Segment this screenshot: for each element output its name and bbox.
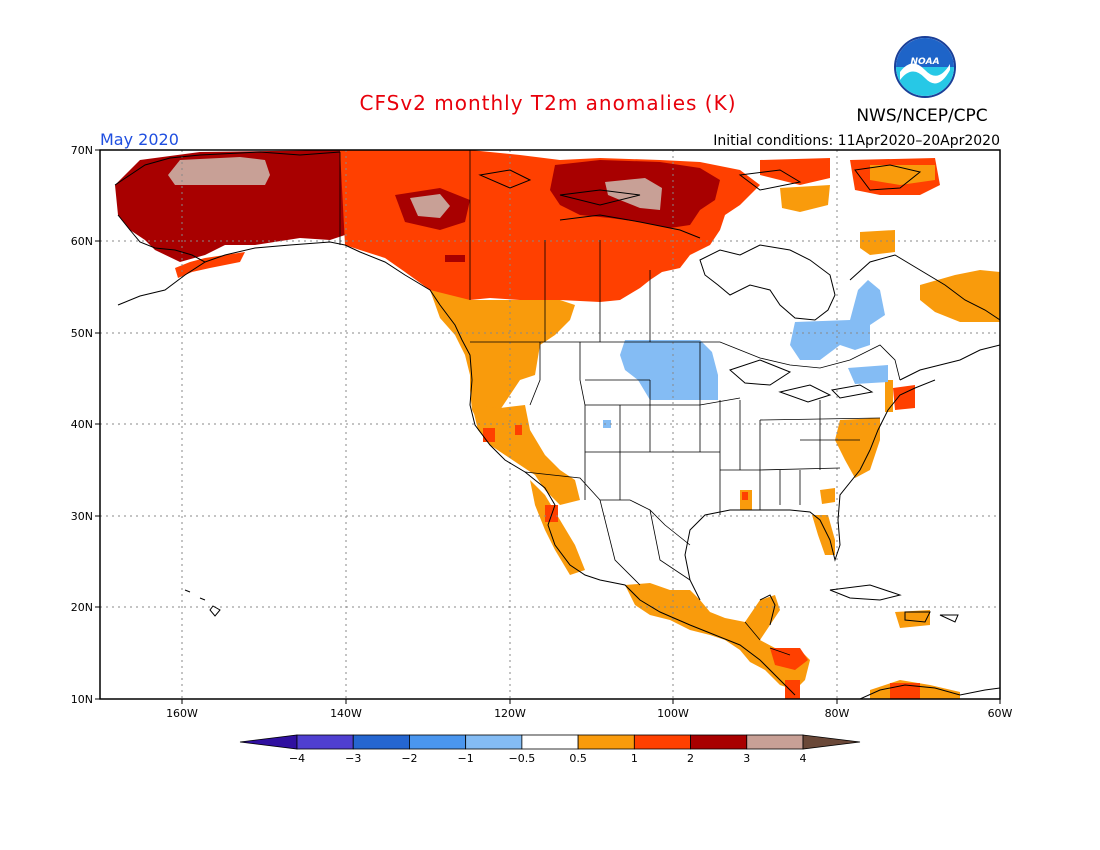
colorbar-cell <box>409 734 467 750</box>
colorbar-cell <box>352 734 410 750</box>
longitude-label: 60W <box>988 707 1013 720</box>
colorbar-tick-label: 2 <box>687 752 694 765</box>
agency-label: NWS/NCEP/CPC <box>856 106 987 126</box>
colorbar-tick-label: −4 <box>289 752 305 765</box>
colorbar-max-triangle <box>802 734 861 750</box>
latitude-label: 40N <box>71 418 93 431</box>
anomaly-region-mid-atlantic <box>835 418 880 478</box>
colorbar-tick-label: 3 <box>743 752 750 765</box>
colorbar-tick-label: −3 <box>345 752 361 765</box>
anomaly-region-central-america-red <box>770 648 808 670</box>
map-title: CFSv2 monthly T2m anomalies (K) <box>360 91 737 115</box>
colorbar-cell <box>746 734 804 750</box>
anomaly-region-caribbean <box>895 610 930 628</box>
anomaly-region-quebec <box>790 280 885 360</box>
colorbar-tick-label: 1 <box>631 752 638 765</box>
colorbar-cell <box>577 734 635 750</box>
latitude-label: 70N <box>71 144 93 157</box>
anomaly-region-pacific-northwest <box>430 290 575 425</box>
map-plot-area <box>100 150 1000 699</box>
latitude-label: 10N <box>71 693 93 706</box>
anomaly-region-northern-plains <box>620 340 718 400</box>
noaa-logo-text: NOAA <box>910 57 939 67</box>
longitude-axis: 160W 140W 120W 100W 80W 60W <box>166 699 1013 720</box>
colorbar-tick-label: 4 <box>800 752 807 765</box>
anomaly-region-baja <box>530 480 585 575</box>
anomaly-region-new-england-orange <box>885 380 893 412</box>
anomaly-region-arctic-islands <box>760 158 830 185</box>
initial-conditions-label: Initial conditions: 11Apr2020–20Apr2020 <box>713 133 1000 149</box>
anomaly-fills <box>115 150 1000 699</box>
colorbar-tick-label: 0.5 <box>569 752 587 765</box>
anomaly-region-central-america-red-2 <box>785 680 800 699</box>
anomaly-region-florida <box>812 515 835 555</box>
colorbar-tick-label: −2 <box>401 752 417 765</box>
anomaly-region-west-coast-us <box>472 405 580 505</box>
anomaly-region-greenland-orange <box>870 165 935 185</box>
colorbar-tick-label: −1 <box>458 752 474 765</box>
longitude-label: 80W <box>825 707 850 720</box>
longitude-label: 140W <box>330 707 362 720</box>
anomaly-region-california-red <box>483 428 495 442</box>
anomaly-region-alaska-interior <box>168 157 270 185</box>
longitude-label: 120W <box>494 707 526 720</box>
latitude-label: 20N <box>71 601 93 614</box>
noaa-logo: NOAA <box>894 36 956 98</box>
colorbar-cell <box>633 734 691 750</box>
latitude-label: 50N <box>71 327 93 340</box>
colorbar-min-triangle <box>239 734 298 750</box>
anomaly-region-alaska-south <box>175 252 245 278</box>
latitude-label: 60N <box>71 235 93 248</box>
longitude-label: 100W <box>657 707 689 720</box>
anomaly-region-carolinas <box>820 488 835 504</box>
colorbar: −4 −3 −2 −1 −0.5 0.5 1 2 3 4 <box>239 734 861 765</box>
coastlines <box>114 151 1000 699</box>
latitude-label: 30N <box>71 510 93 523</box>
longitude-label: 160W <box>166 707 198 720</box>
colorbar-cell <box>465 734 523 750</box>
colorbar-cell <box>296 734 354 750</box>
latitude-axis: 70N 60N 50N 40N 30N 20N 10N <box>71 144 100 706</box>
anomaly-region-arctic-orange-1 <box>780 185 830 212</box>
anomaly-region-colorado-dot <box>603 420 611 428</box>
colorbar-cell <box>521 734 579 750</box>
anomaly-region-nevada-red <box>515 425 522 435</box>
political-borders <box>339 150 901 656</box>
colorbar-cell <box>690 734 748 750</box>
anomaly-region-baffin <box>860 230 895 255</box>
valid-month-label: May 2020 <box>100 130 179 149</box>
anomaly-region-quebec-south <box>848 365 888 384</box>
anomaly-region-canada-darkred-3 <box>445 255 465 262</box>
colorbar-tick-label: −0.5 <box>509 752 536 765</box>
anomaly-region-new-england-red <box>893 385 915 410</box>
anomaly-region-canada-tan-2 <box>410 194 450 218</box>
anomaly-region-gulf-coast-red <box>742 492 748 500</box>
graticule <box>100 150 1000 699</box>
